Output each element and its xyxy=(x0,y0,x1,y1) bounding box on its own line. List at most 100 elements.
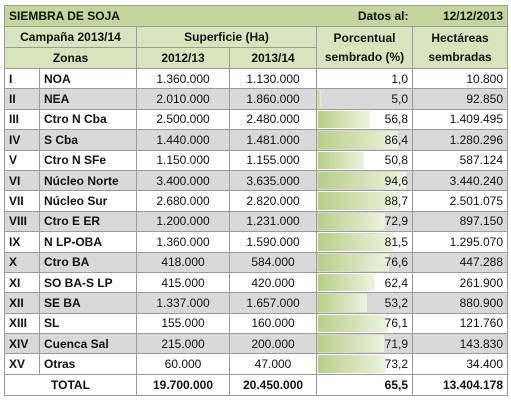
zone-number: XIII xyxy=(4,312,40,335)
hectareas-sembradas: 261.900 xyxy=(412,271,509,294)
pct-data-bar xyxy=(318,212,386,231)
porcentual-sembrado: 53,2 xyxy=(316,292,414,314)
table-row: XIV Cuenca Sal 215.000 200.000 71,9 143.830 xyxy=(4,333,509,355)
pct-data-bar xyxy=(318,110,370,129)
zone-name: Núcleo Sur xyxy=(39,190,137,212)
pct-value: 5,0 xyxy=(391,92,409,107)
zone-name: Otras xyxy=(39,353,137,375)
pct-value: 86,4 xyxy=(384,132,409,147)
superficie-2013: 47.000 xyxy=(229,353,318,375)
pct-value: 88,7 xyxy=(384,194,409,209)
superficie-2012: 60.000 xyxy=(135,353,231,375)
year2-header: 2013/14 xyxy=(229,47,318,69)
hectareas-sembradas: 2.501.075 xyxy=(412,190,509,212)
zone-name: Ctro BA xyxy=(39,251,137,273)
superficie-2013: 1.860.000 xyxy=(229,88,318,110)
pct-data-bar xyxy=(318,90,321,108)
pct-data-bar xyxy=(318,171,406,190)
table-row: XII SE BA 1.337.000 1.657.000 53,2 880.900 xyxy=(4,292,509,314)
pct-data-bar xyxy=(318,192,401,210)
total-label: TOTAL xyxy=(4,373,137,396)
porcentual-sembrado: 73,2 xyxy=(316,353,414,375)
superficie-2013: 2.480.000 xyxy=(229,108,318,131)
hectareas-sembradas: 34.400 xyxy=(412,353,509,375)
table-row: X Ctro BA 418.000 584.000 76,6 447.288 xyxy=(4,251,509,273)
superficie-header: Superficie (Ha) xyxy=(135,26,318,48)
hectareas-header-line1: Hectáreas xyxy=(431,30,489,45)
zone-name: Ctro N SFe xyxy=(39,149,137,171)
superficie-2012: 215.000 xyxy=(135,333,231,355)
zone-rows: I NOA 1.360.000 1.130.000 1,0 10.800 II NEA 2.01… xyxy=(4,67,509,375)
superficie-2013: 1.231.000 xyxy=(229,210,318,233)
pct-data-bar xyxy=(318,355,386,373)
pct-data-bar xyxy=(318,335,385,353)
zone-name: SL xyxy=(39,312,137,335)
superficie-2012: 2.500.000 xyxy=(135,108,231,131)
zone-name: Cuenca Sal xyxy=(39,333,137,355)
porcentual-sembrado: 76,6 xyxy=(316,251,414,273)
superficie-2013: 1.130.000 xyxy=(229,67,318,90)
zone-number: VIII xyxy=(4,210,40,233)
report-title: SIEMBRA DE SOJA xyxy=(3,5,230,27)
pct-data-bar xyxy=(318,233,394,251)
zone-number: V xyxy=(4,149,40,171)
hectareas-sembradas: 447.288 xyxy=(412,251,509,273)
porcentual-sembrado: 72,9 xyxy=(316,210,414,233)
year1-header: 2012/13 xyxy=(135,47,231,69)
zone-number: IX xyxy=(4,231,40,253)
pct-value: 56,8 xyxy=(384,112,409,127)
porcentual-sembrado: 71,9 xyxy=(316,333,414,355)
pct-value: 72,9 xyxy=(384,214,409,229)
zone-number: VII xyxy=(4,190,40,212)
porcentual-sembrado: 94,6 xyxy=(316,169,414,192)
porcentual-sembrado: 1,0 xyxy=(316,67,414,90)
superficie-2012: 1.360.000 xyxy=(135,231,231,253)
pct-value: 1,0 xyxy=(391,71,409,86)
porcentual-header-line1: Porcentual xyxy=(333,30,396,45)
hectareas-sembradas: 1.295.070 xyxy=(412,231,509,253)
porcentual-sembrado: 86,4 xyxy=(316,129,414,151)
zone-number: II xyxy=(4,88,40,110)
pct-value: 94,6 xyxy=(384,173,409,188)
superficie-2013: 584.000 xyxy=(229,251,318,273)
zone-name: SO BA-S LP xyxy=(39,271,137,294)
superficie-2012: 1.200.000 xyxy=(135,210,231,233)
hectareas-sembradas: 10.800 xyxy=(412,67,509,90)
total-hectareas: 13.404.178 xyxy=(412,373,509,396)
pct-value: 76,1 xyxy=(384,316,409,331)
pct-data-bar xyxy=(318,131,399,149)
superficie-2012: 1.360.000 xyxy=(135,67,231,90)
superficie-2012: 1.337.000 xyxy=(135,292,231,314)
table-row: IX N LP-OBA 1.360.000 1.590.000 81,5 1.295.07… xyxy=(4,231,509,253)
pct-value: 71,9 xyxy=(384,336,409,351)
superficie-2013: 1.590.000 xyxy=(229,231,318,253)
porcentual-sembrado: 56,8 xyxy=(316,108,414,131)
zone-name: Ctro E ER xyxy=(39,210,137,233)
pct-value: 62,4 xyxy=(384,275,409,290)
porcentual-sembrado: 76,1 xyxy=(316,312,414,335)
zone-number: XI xyxy=(4,271,40,294)
table-row: III Ctro N Cba 2.500.000 2.480.000 56,8 1.409… xyxy=(4,108,509,131)
superficie-2013: 200.000 xyxy=(229,333,318,355)
zone-number: IV xyxy=(4,129,40,151)
table-row: VII Núcleo Sur 2.680.000 2.820.000 88,7 2.501… xyxy=(4,190,509,212)
hectareas-sembradas: 880.900 xyxy=(412,292,509,314)
header-row-1: Campaña 2013/14 Superficie (Ha) Porcentu… xyxy=(4,26,509,69)
table-row: VI Núcleo Norte 3.400.000 3.635.000 94,6 3.44… xyxy=(4,169,509,192)
pct-value: 53,2 xyxy=(384,295,409,310)
pct-value: 81,5 xyxy=(384,234,409,249)
zone-name: SE BA xyxy=(39,292,137,314)
superficie-2013: 420.000 xyxy=(229,271,318,294)
pct-value: 50,8 xyxy=(384,153,409,168)
pct-data-bar xyxy=(318,151,365,169)
superficie-2013: 160.000 xyxy=(229,312,318,335)
total-superficie-2013: 20.450.000 xyxy=(229,373,318,396)
superficie-2012: 3.400.000 xyxy=(135,169,231,192)
superficie-2012: 155.000 xyxy=(135,312,231,335)
superficie-2012: 2.680.000 xyxy=(135,190,231,212)
title-row: SIEMBRA DE SOJA Datos al: 12/12/2013 xyxy=(3,5,509,27)
pct-data-bar xyxy=(318,294,367,312)
superficie-2013: 2.820.000 xyxy=(229,190,318,212)
header-row-2: Zonas 2012/13 2013/14 xyxy=(4,47,508,69)
table-row: V Ctro N SFe 1.150.000 1.155.000 50,8 587.124 xyxy=(4,149,509,171)
